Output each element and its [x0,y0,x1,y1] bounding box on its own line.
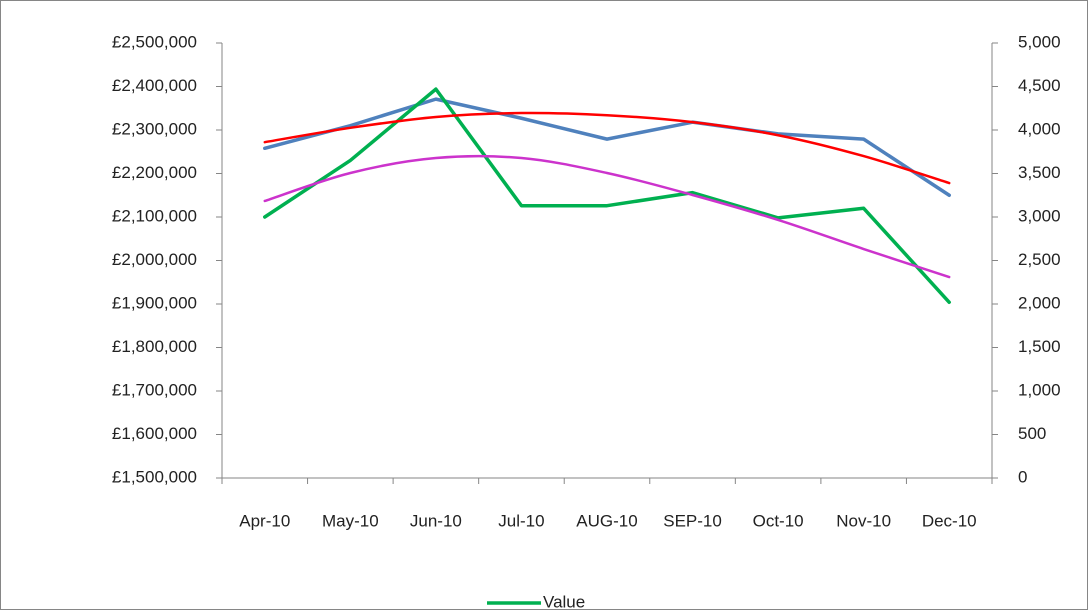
x-tick-label: Apr-10 [239,511,290,530]
series-line [263,97,951,197]
y-tick-label: £1,600,000 [112,424,197,443]
x-tick-label: SEP-10 [663,511,722,530]
y-tick-label: £2,400,000 [112,76,197,95]
y2-tick-label: 1,000 [1018,380,1061,399]
x-tick-label: Nov-10 [836,511,891,530]
y2-tick-label: 2,500 [1018,250,1061,269]
series-line [263,111,951,185]
legend-label: Value [543,592,585,611]
y-tick-label: £2,300,000 [112,119,197,138]
y-tick-label: £2,000,000 [112,250,197,269]
x-tick-label: AUG-10 [576,511,637,530]
y-tick-label: £1,900,000 [112,293,197,312]
series-line [263,87,951,305]
x-tick-label: Jun-10 [410,511,462,530]
y2-tick-label: 3,000 [1018,206,1061,225]
y-tick-label: £2,500,000 [112,32,197,51]
y2-tick-label: 2,000 [1018,293,1061,312]
y2-tick-label: 1,500 [1018,337,1061,356]
x-tick-label: Jul-10 [498,511,544,530]
series-line [263,154,951,279]
y-tick-label: £1,700,000 [112,380,197,399]
y-tick-label: £2,200,000 [112,163,197,182]
y2-tick-label: 0 [1018,467,1027,486]
y2-tick-label: 4,000 [1018,119,1061,138]
x-tick-label: May-10 [322,511,379,530]
y-tick-label: £1,500,000 [112,467,197,486]
y2-tick-label: 5,000 [1018,32,1061,51]
y-tick-label: £1,800,000 [112,337,197,356]
y-tick-label: £2,100,000 [112,206,197,225]
x-tick-label: Oct-10 [753,511,804,530]
y2-tick-label: 4,500 [1018,76,1061,95]
y2-tick-label: 3,500 [1018,163,1061,182]
y2-tick-label: 500 [1018,424,1046,443]
x-tick-label: Dec-10 [922,511,977,530]
